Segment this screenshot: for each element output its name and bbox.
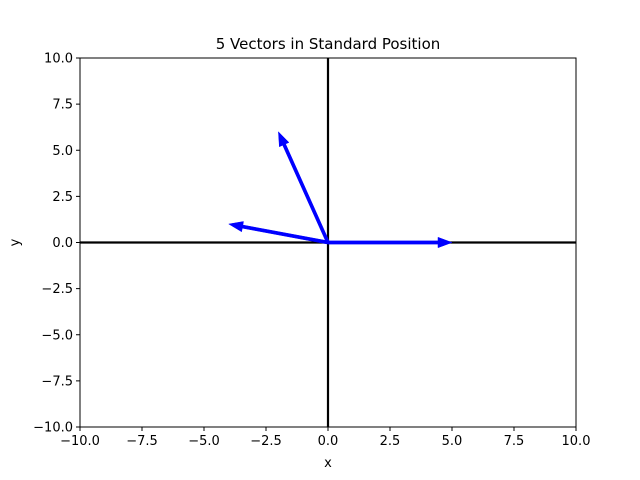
x-axis-label: x (324, 456, 332, 471)
vector-arrow (327, 236, 453, 249)
y-tick-label: −10.0 (33, 421, 73, 436)
y-tick-label: 2.5 (52, 190, 73, 205)
x-tick-label: 2.5 (380, 434, 401, 449)
y-tick-label: 5.0 (52, 144, 73, 159)
y-tick-label: 7.5 (52, 98, 73, 113)
chart-title: 5 Vectors in Standard Position (216, 35, 441, 53)
y-tick-label: 0.0 (52, 236, 73, 251)
y-tick-label: −2.5 (41, 282, 73, 297)
vectors-layer (228, 131, 453, 249)
vector-arrow-shape (228, 221, 329, 245)
x-tick-label: 10.0 (562, 434, 591, 449)
y-axis-label: y (8, 238, 23, 246)
y-tick-label: −5.0 (41, 328, 73, 343)
x-tick-label: 5.0 (442, 434, 463, 449)
vector-arrow-shape (327, 236, 453, 249)
vector-arrow-shape (278, 131, 330, 244)
y-axis-ticks: −10.0 −7.5 −5.0 −2.5 0.0 2.5 5.0 7.5 10.0 (33, 52, 80, 436)
x-tick-label: 0.0 (318, 434, 339, 449)
x-tick-label: −7.5 (126, 434, 158, 449)
y-tick-label: −7.5 (41, 374, 73, 389)
y-tick-label: 10.0 (44, 52, 73, 67)
vector-arrow (278, 131, 330, 244)
x-tick-label: −2.5 (250, 434, 282, 449)
x-tick-label: 7.5 (504, 434, 525, 449)
vector-arrow (228, 221, 329, 245)
x-tick-label: −10.0 (60, 434, 100, 449)
x-axis-ticks: −10.0 −7.5 −5.0 −2.5 0.0 2.5 5.0 7.5 10.0 (60, 427, 590, 449)
x-tick-label: −5.0 (188, 434, 220, 449)
